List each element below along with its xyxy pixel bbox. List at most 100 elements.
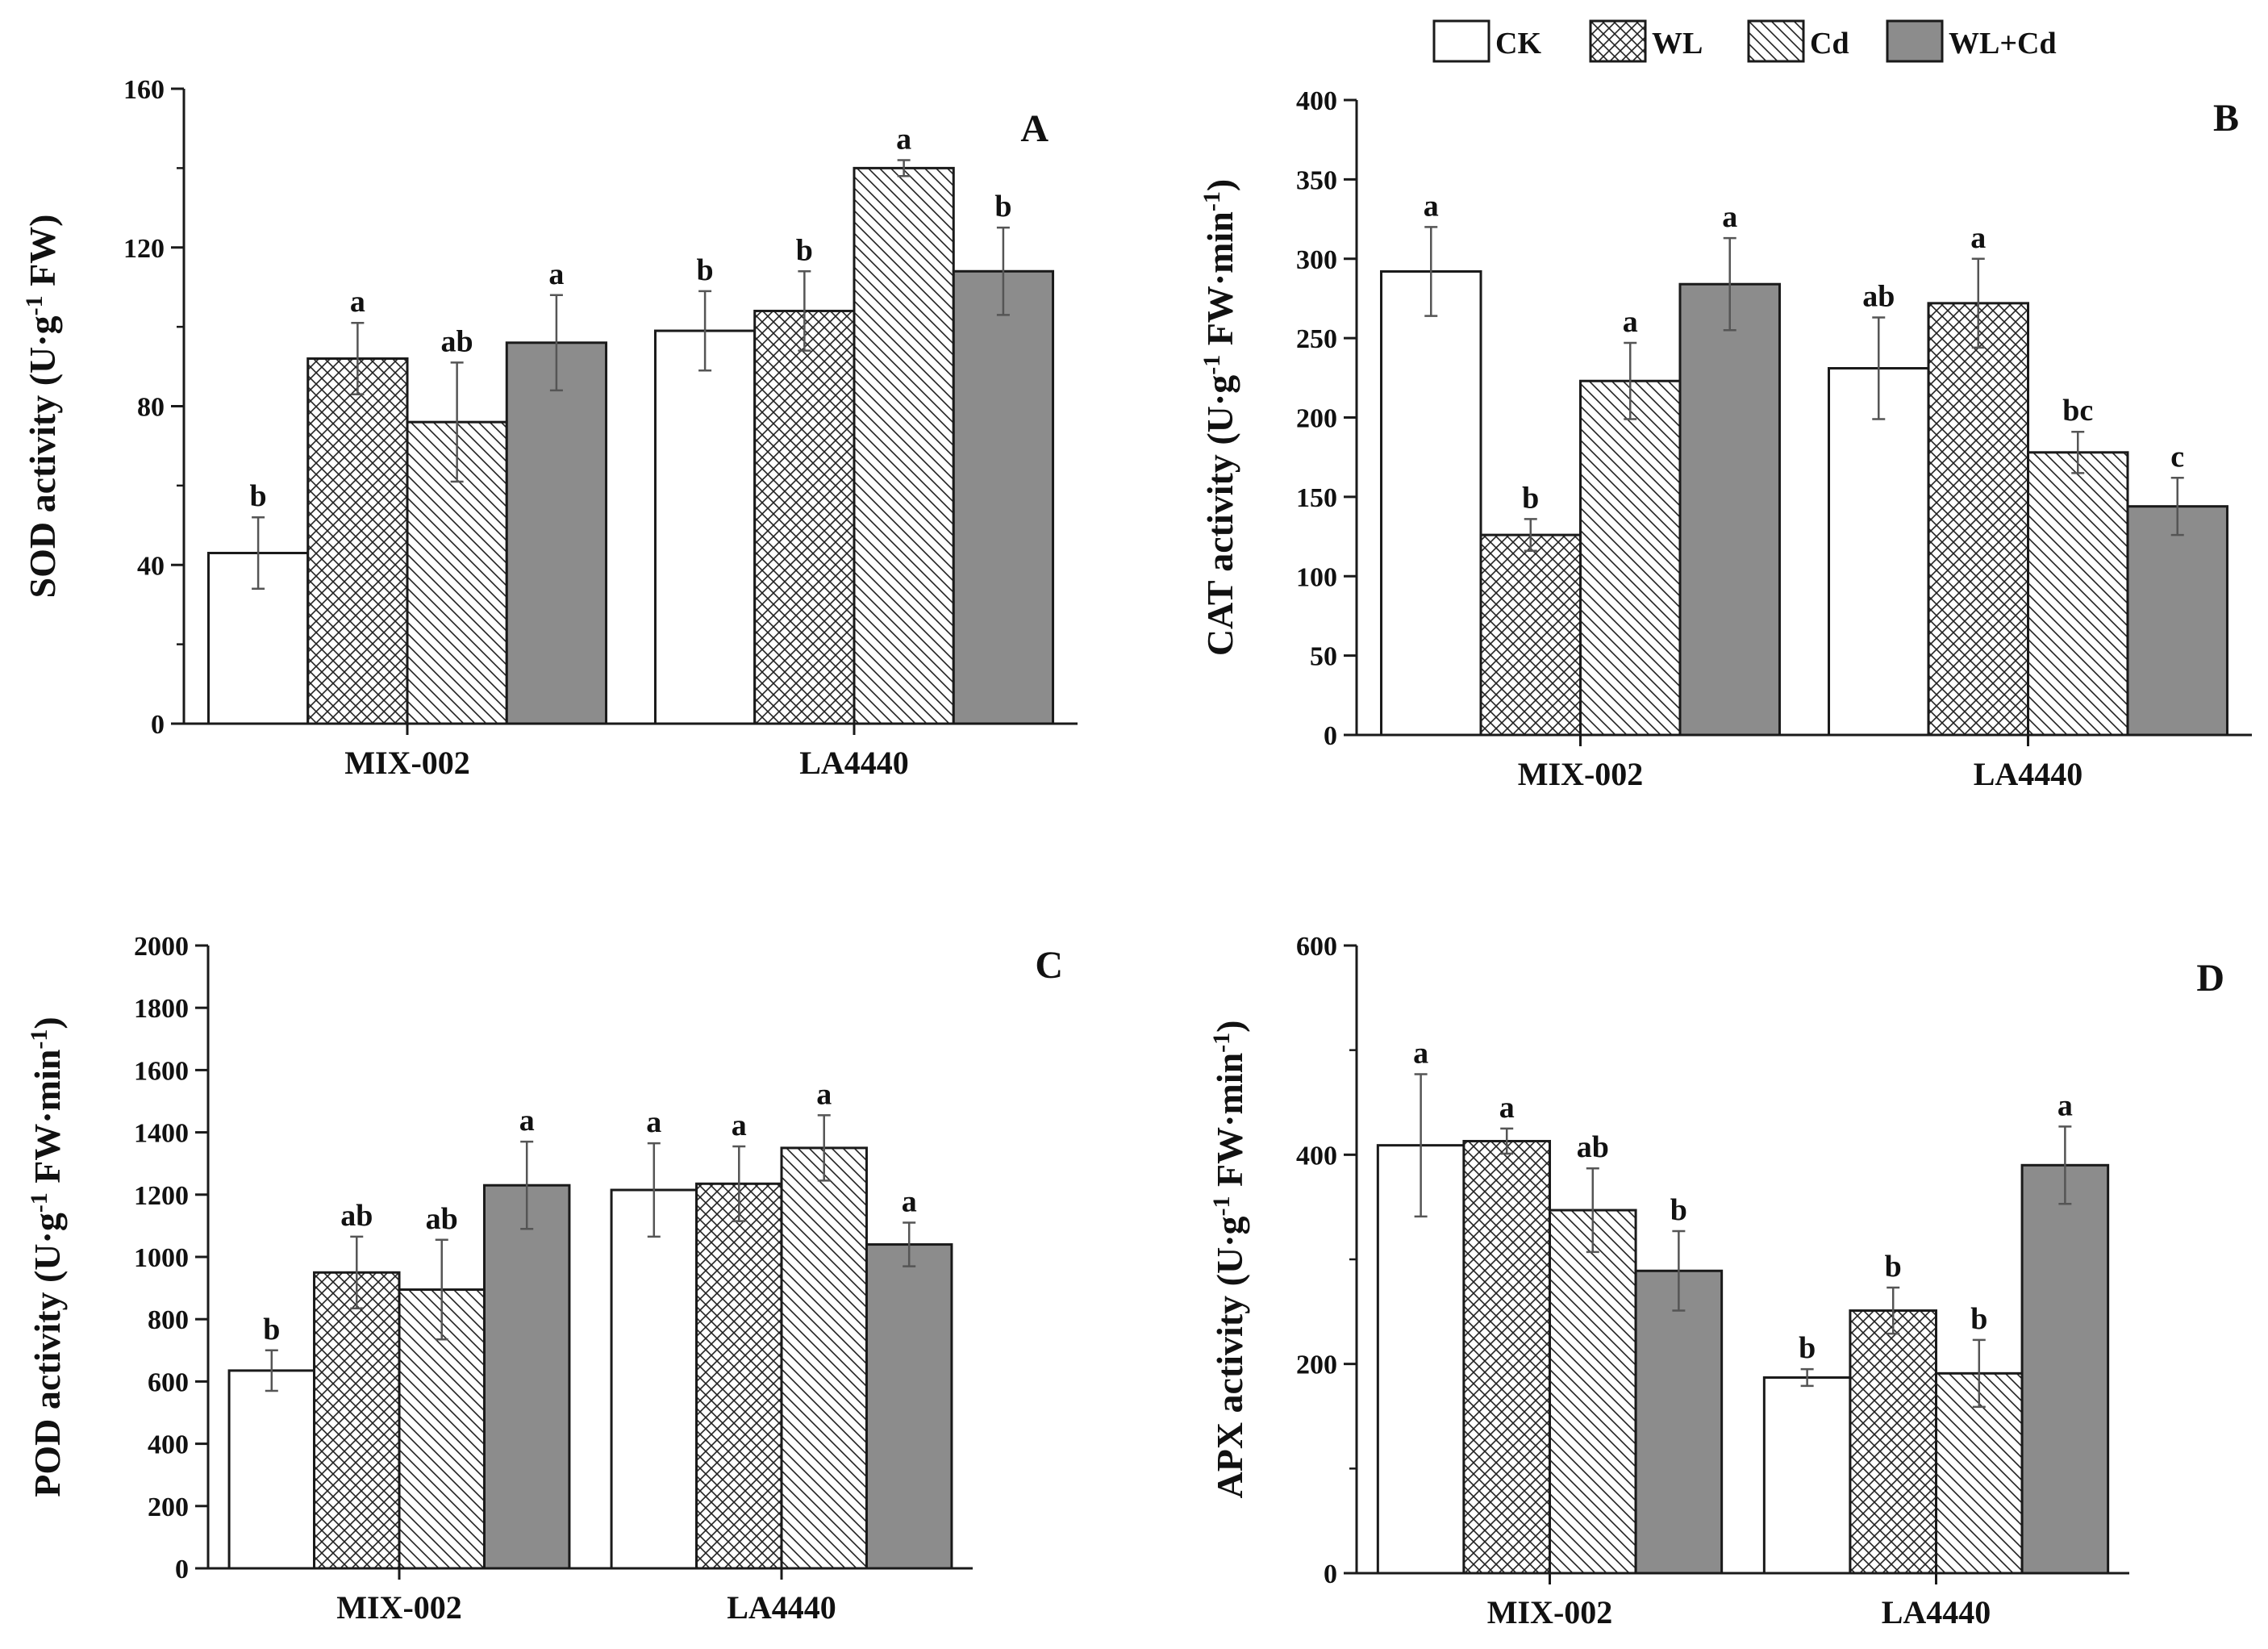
x-tick-label-a-1: LA4440 — [799, 745, 909, 781]
y-axis-title-part-c-1: -1 — [26, 1192, 52, 1213]
bar-a-wl-1 — [753, 309, 856, 725]
sig-letter-d-wl-0: a — [1499, 1091, 1515, 1125]
panel-letter-a: A — [1020, 107, 1049, 150]
sig-letter-a-cd-1: a — [896, 123, 911, 157]
bar-c-wl-1 — [695, 1182, 783, 1570]
sig-letter-a-wlcd-1: b — [994, 190, 1011, 223]
y-tick-label-b-0: 0 — [1324, 721, 1337, 751]
y-axis-title-part-c-0: POD activity (U·g — [27, 1213, 68, 1497]
y-axis-title-part-b-0: CAT activity (U·g — [1199, 375, 1240, 656]
sig-letter-c-wl-0: ab — [340, 1199, 373, 1233]
sig-letter-c-wlcd-0: a — [519, 1104, 535, 1138]
y-axis-title-part-b-1: -1 — [1199, 355, 1225, 375]
bar-c-cd-1 — [780, 1146, 868, 1570]
y-tick-label-d-0: 0 — [1324, 1559, 1337, 1589]
sig-letter-d-cd-1: b — [1970, 1302, 1987, 1336]
x-tick-label-c-0: MIX-002 — [336, 1589, 462, 1626]
y-axis-title-part-d-0: APX activity (U·g — [1209, 1216, 1250, 1498]
y-tick-label-a-3: 120 — [123, 234, 165, 264]
y-axis-title-part-d-4: ) — [1209, 1021, 1250, 1033]
y-axis-title-part-a-2: FW) — [22, 215, 63, 296]
y-tick-label-c-10: 2000 — [134, 932, 189, 962]
y-axis-title-part-c-4: ) — [27, 1017, 68, 1029]
y-axis-title-part-d-2: FW·min — [1209, 1053, 1250, 1196]
legend-label-cd: Cd — [1810, 27, 1849, 61]
sig-letter-d-cd-0: ab — [1577, 1130, 1609, 1164]
sig-letter-b-cd-0: a — [1623, 305, 1638, 339]
legend-label-wl: WL — [1652, 27, 1703, 61]
bar-b-ck-0 — [1380, 269, 1482, 737]
panel-c-pod: 0 200 400 600 800 1000 1200 1400 1600 1800 2000 MIX… — [26, 932, 1063, 1626]
y-tick-label-b-4: 200 — [1296, 404, 1337, 434]
legend-label-ck: CK — [1495, 27, 1541, 61]
panel-letter-d: D — [2196, 957, 2224, 1000]
x-tick-label-b-1: LA4440 — [1974, 756, 2083, 792]
bar-d-wl-0 — [1462, 1139, 1551, 1575]
y-tick-label-d-3: 600 — [1296, 932, 1337, 962]
bar-c-wl-0 — [313, 1271, 401, 1570]
bar-d-wlcd-0 — [1634, 1269, 1724, 1575]
y-tick-label-c-8: 1600 — [134, 1056, 189, 1086]
panel-b-cat: 050100150200250300350400MIX-002abaaLA444… — [1199, 86, 2252, 792]
bar-a-wlcd-1 — [952, 269, 1055, 725]
y-tick-label-d-2: 400 — [1296, 1141, 1337, 1171]
bar-b-ck-1 — [1828, 367, 1930, 737]
sig-letter-b-ck-0: a — [1424, 189, 1439, 223]
x-tick-label-c-1: LA4440 — [727, 1589, 836, 1626]
y-axis-title-c: POD activity (U·g-1 FW·min-1) — [26, 1017, 68, 1497]
bar-d-wl-1 — [1849, 1309, 1938, 1575]
sig-letter-c-ck-0: b — [263, 1313, 280, 1346]
sig-letter-a-wl-1: b — [796, 233, 813, 267]
sig-letter-c-ck-1: a — [646, 1105, 661, 1139]
y-tick-label-b-7: 350 — [1296, 165, 1337, 195]
y-axis-title-b: CAT activity (U·g-1 FW·min-1) — [1199, 179, 1240, 656]
sig-letter-a-wl-0: a — [350, 285, 365, 319]
legend-item-wlcd: WL+Cd — [1886, 19, 2057, 63]
y-tick-label-c-1: 200 — [148, 1492, 189, 1522]
y-tick-label-b-3: 150 — [1296, 483, 1337, 513]
y-tick-label-c-6: 1200 — [134, 1181, 189, 1211]
legend-item-cd: Cd — [1747, 19, 1849, 63]
sig-letter-b-cd-1: bc — [2062, 394, 2093, 428]
bar-a-wl-0 — [306, 357, 409, 725]
x-tick-label-d-1: LA4440 — [1882, 1594, 1991, 1630]
x-tick-label-d-0: MIX-002 — [1487, 1594, 1613, 1630]
sig-letter-d-wlcd-0: b — [1670, 1193, 1687, 1227]
bar-a-wlcd-0 — [505, 341, 608, 725]
bar-b-wlcd-0 — [1678, 282, 1781, 737]
legend-swatch-ck — [1432, 19, 1490, 63]
y-tick-label-b-6: 300 — [1296, 245, 1337, 275]
y-tick-label-a-4: 160 — [123, 75, 165, 105]
y-tick-label-b-2: 100 — [1296, 562, 1337, 592]
bar-b-wl-1 — [1927, 302, 2029, 737]
y-tick-label-c-0: 0 — [175, 1555, 189, 1584]
y-axis-title-part-a-1: -1 — [21, 295, 48, 315]
y-axis-title-part-b-2: FW·min — [1199, 211, 1240, 355]
bar-d-ck-1 — [1762, 1376, 1852, 1575]
sig-letter-d-ck-0: a — [1413, 1036, 1428, 1070]
bar-c-wlcd-1 — [865, 1243, 953, 1570]
bar-b-cd-1 — [2027, 451, 2129, 737]
legend-swatch-wlcd — [1886, 19, 1944, 63]
sig-letter-c-cd-0: ab — [426, 1202, 458, 1236]
sig-letter-a-cd-0: ab — [441, 324, 473, 358]
y-axis-title-d: APX activity (U·g-1 FW·min-1) — [1208, 1021, 1250, 1499]
legend-item-ck: CK — [1432, 19, 1541, 63]
y-tick-label-a-2: 80 — [137, 393, 165, 423]
legend-label-wlcd: WL+Cd — [1949, 27, 2057, 61]
y-tick-label-c-7: 1400 — [134, 1119, 189, 1149]
legend-swatch-cd — [1747, 19, 1805, 63]
panel-letter-c: C — [1035, 944, 1063, 987]
sig-letter-c-wlcd-1: a — [902, 1185, 917, 1219]
panel-d-apx: 0 200 400 600 MIX-002 a a ab b LA4440 b b b a D APX act… — [1208, 932, 2224, 1630]
x-tick-label-a-0: MIX-002 — [344, 745, 470, 781]
y-tick-label-c-9: 1800 — [134, 994, 189, 1024]
bar-c-ck-0 — [227, 1369, 316, 1570]
bar-c-wlcd-0 — [482, 1184, 571, 1570]
y-tick-label-d-1: 200 — [1296, 1351, 1337, 1380]
y-axis-title-part-b-4: ) — [1199, 179, 1240, 191]
legend-item-wl: WL — [1589, 19, 1703, 63]
legend-swatch-wl — [1589, 19, 1647, 63]
